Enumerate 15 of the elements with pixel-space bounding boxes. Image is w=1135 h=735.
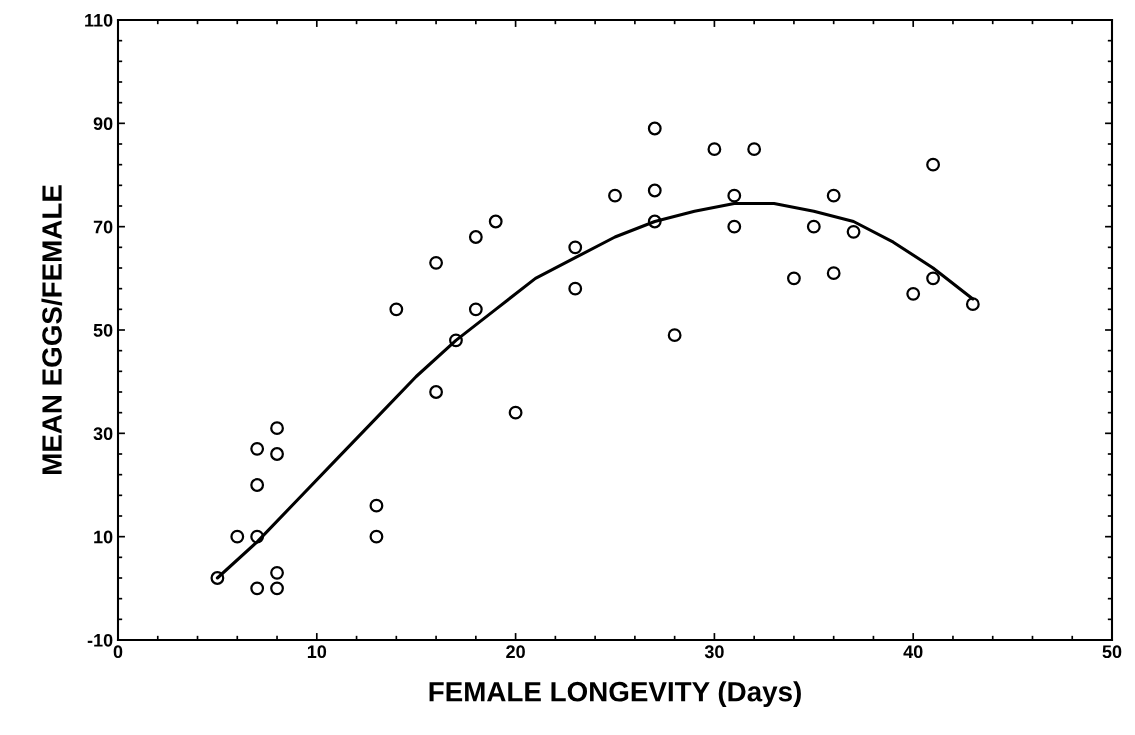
y-tick-label: 30 xyxy=(93,427,113,441)
x-tick-label: 30 xyxy=(704,645,724,659)
x-tick-label: 40 xyxy=(903,645,923,659)
y-tick-label: -10 xyxy=(87,633,113,647)
y-tick-label: 90 xyxy=(93,117,113,131)
y-tick-label: 10 xyxy=(94,530,113,544)
y-tick-label: 70 xyxy=(93,220,113,234)
x-tick-label: 0 xyxy=(113,645,123,659)
x-axis-title: FEMALE LONGEVITY (Days) xyxy=(429,681,801,708)
x-tick-label: 10 xyxy=(307,645,327,659)
x-tick-label: 20 xyxy=(506,645,525,659)
x-tick-label: 50 xyxy=(1102,645,1122,659)
y-tick-label: 50 xyxy=(93,323,113,337)
y-axis-title: MEAN EGGS/FEMALE xyxy=(41,185,63,474)
y-tick-label: 110 xyxy=(85,13,113,27)
